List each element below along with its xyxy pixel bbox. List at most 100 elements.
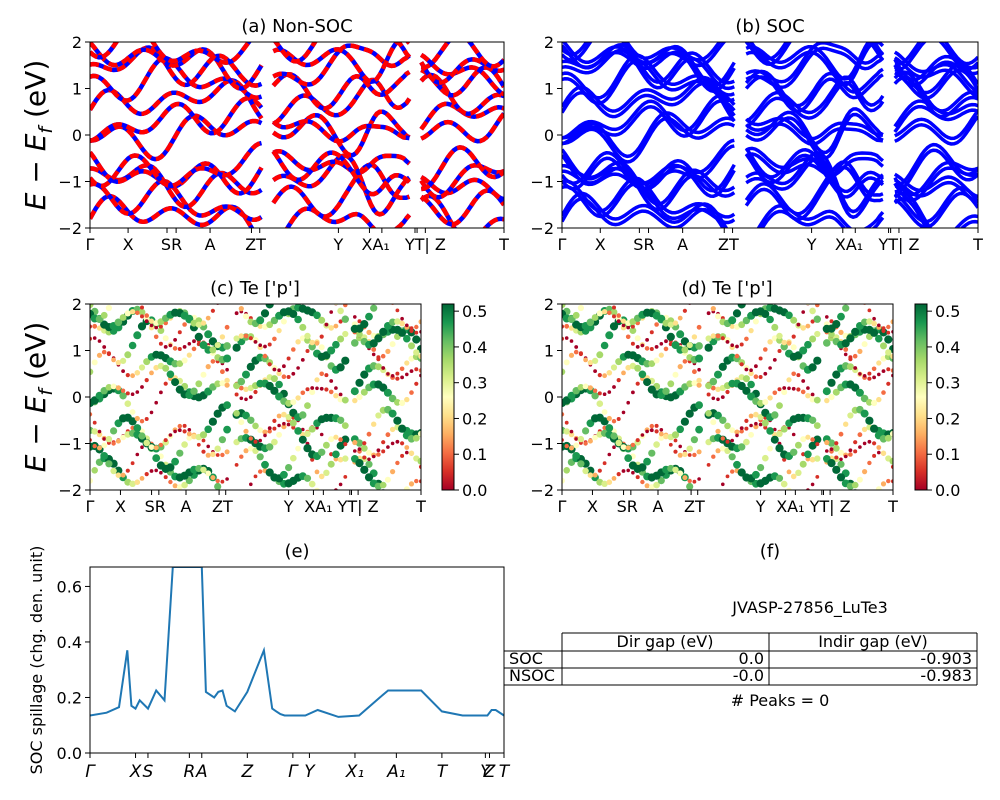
te-p-c-point [295,339,301,345]
te-p-d-point [758,375,763,379]
te-p-d-point [843,352,848,357]
te-p-d-point [881,369,886,373]
te-p-d-point [823,339,831,347]
te-p-d-point [649,423,654,429]
te-p-d-point [867,371,872,376]
te-p-d-point [743,438,750,446]
te-p-c-point [154,468,158,473]
te-p-d-point [838,449,844,456]
te-p-d-point [877,372,881,377]
te-p-c-point [102,437,106,441]
te-p-d-point [682,451,688,458]
te-p-c-point [248,336,253,341]
kpoint-label: ZT [212,497,233,516]
te-p-d-point [880,450,887,456]
te-p-c-point [171,378,180,387]
te-p-c-point [195,321,202,328]
kpoint-label: XA₁ [776,497,804,516]
te-p-c-point [130,392,135,397]
panel-a-title: (a) Non-SOC [241,16,352,37]
te-p-c-point [234,392,239,397]
te-p-d-point [686,380,694,388]
te-p-d-point [871,366,877,372]
te-p-c-point [225,477,229,481]
te-p-c-point [399,399,406,407]
ytick-label: 1 [544,342,554,361]
te-p-d-point [631,390,635,395]
te-p-d-point [605,424,614,432]
te-p-c-point [261,460,269,469]
te-p-d-point [672,371,679,378]
te-p-c-point [272,426,277,431]
te-p-d-point [747,380,755,389]
te-p-c-point [124,351,132,359]
te-p-d-point [626,325,631,330]
te-p-c-point [281,424,287,430]
te-p-d-point [685,409,694,418]
kpoint-label: Γ [85,762,96,782]
te-p-c-point [310,386,315,390]
te-p-c-point [260,309,270,318]
ylabel-row1: E − Ef (eV) [19,60,57,211]
te-p-c-point [223,342,231,350]
te-p-c-point [398,328,407,337]
te-p-c-point [357,447,362,451]
te-p-c-point [208,417,217,426]
te-p-c-point [144,313,149,318]
te-p-d-point [563,467,570,474]
te-p-c-point [177,423,182,429]
te-p-d-point [865,416,874,425]
ytick-label: −2 [530,481,554,500]
te-p-d-point [872,375,876,380]
te-p-c-point [329,492,333,496]
te-p-c-point [366,329,372,335]
te-p-c-point [162,364,170,372]
te-p-c-point [234,299,239,304]
te-p-d-point [610,432,618,440]
te-p-d-point [753,411,759,418]
te-p-d-point [601,480,608,487]
te-p-d-point [629,327,637,334]
te-p-d-point [686,482,694,490]
te-p-c-point [360,370,369,379]
te-p-d-point [824,397,830,404]
te-p-d-point [739,362,744,367]
te-p-d-point [832,444,840,452]
te-p-c-point [339,300,343,304]
panel-f-title: (f) [760,541,780,562]
te-p-d-point [801,379,806,383]
te-p-d-point [692,369,697,375]
te-p-d-point [678,444,682,449]
te-p-d-point [715,448,721,454]
te-p-c-point [220,479,225,484]
te-p-c-point [403,486,410,490]
te-p-c-point [400,453,405,458]
kpoint-label: SR [617,497,638,516]
kpoint-label: A [181,497,192,516]
te-p-c-point [166,463,175,472]
te-p-d-point [796,285,800,289]
te-p-d-point [827,439,836,447]
te-p-c-point [285,399,292,407]
te-p-d-point [583,357,588,363]
te-p-c-point [252,422,259,430]
te-p-c-point [140,314,144,319]
te-p-c-point [238,306,244,312]
te-p-d-point [563,359,570,366]
te-p-d-point [758,356,763,361]
te-p-c-point [289,419,297,427]
kpoint-label: ZT [684,497,705,516]
te-p-c-point [154,325,159,330]
te-p-c-point [267,429,272,434]
nonsoc-band-4 [90,140,504,197]
te-p-c-point [280,470,288,479]
te-p-c-point [225,367,229,372]
te-p-d-point [851,383,860,392]
te-p-d-point [804,340,812,349]
te-p-d-point [838,431,844,437]
te-p-d-point [635,475,640,480]
gap-table: Dir gap (eV) Indir gap (eV) SOC 0.0 -0.9… [503,632,978,686]
te-p-d-point [787,386,791,391]
te-p-c-point [144,417,149,421]
kpoint-label: Γ [86,235,95,254]
